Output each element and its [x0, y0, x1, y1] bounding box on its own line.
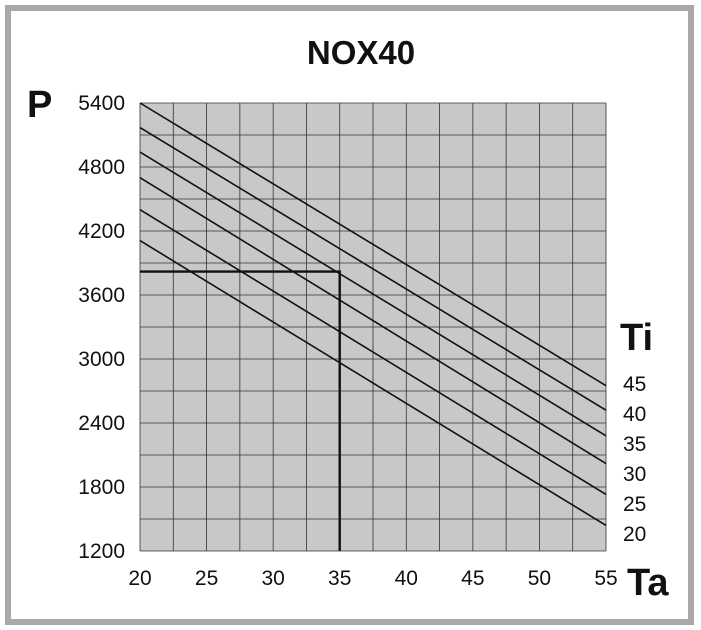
x-tick-label: 20 — [128, 567, 151, 590]
series-label-45: 45 — [623, 373, 646, 396]
y-tick-label: 3000 — [78, 348, 125, 371]
y-tick-label: 4200 — [78, 220, 125, 243]
series-line-30 — [139, 176, 607, 465]
y-tick-label: 3600 — [78, 284, 125, 307]
y-tick-label: 5400 — [78, 92, 125, 115]
x-tick-label: 40 — [395, 567, 418, 590]
series-labels: 45 40 35 30 25 20 — [623, 373, 646, 546]
series-label-25: 25 — [623, 493, 646, 516]
reference-lines — [140, 270, 341, 551]
series-line-25 — [139, 208, 607, 496]
x-tick-label: 25 — [195, 567, 218, 590]
x-tick-label: 55 — [594, 567, 617, 590]
legend-title: Ti — [620, 317, 653, 359]
y-tick-label: 4800 — [78, 156, 125, 179]
series-label-35: 35 — [623, 433, 646, 456]
x-tick-label: 35 — [328, 567, 351, 590]
y-tick-label: 1800 — [78, 476, 125, 499]
y-tick-labels: 1200 1800 2400 3000 3600 4200 4800 5400 — [78, 92, 125, 563]
series-label-40: 40 — [623, 403, 646, 426]
series-label-20: 20 — [623, 523, 646, 546]
series-line-35 — [139, 151, 607, 437]
y-axis-label: P — [27, 84, 52, 126]
y-tick-label: 1200 — [78, 540, 125, 563]
series-line-40 — [139, 126, 607, 411]
series-line-45 — [139, 102, 607, 387]
series-label-30: 30 — [623, 463, 646, 486]
x-tick-label: 30 — [261, 567, 284, 590]
chart-title: NOX40 — [307, 34, 415, 71]
y-tick-label: 2400 — [78, 412, 125, 435]
reference-line — [140, 270, 341, 551]
x-tick-label: 45 — [461, 567, 484, 590]
series-line-20 — [139, 239, 607, 527]
x-axis-label: Ta — [627, 562, 669, 604]
x-tick-label: 50 — [528, 567, 551, 590]
x-tick-labels: 20 25 30 35 40 45 50 55 — [128, 567, 617, 590]
series-lines — [139, 102, 607, 527]
